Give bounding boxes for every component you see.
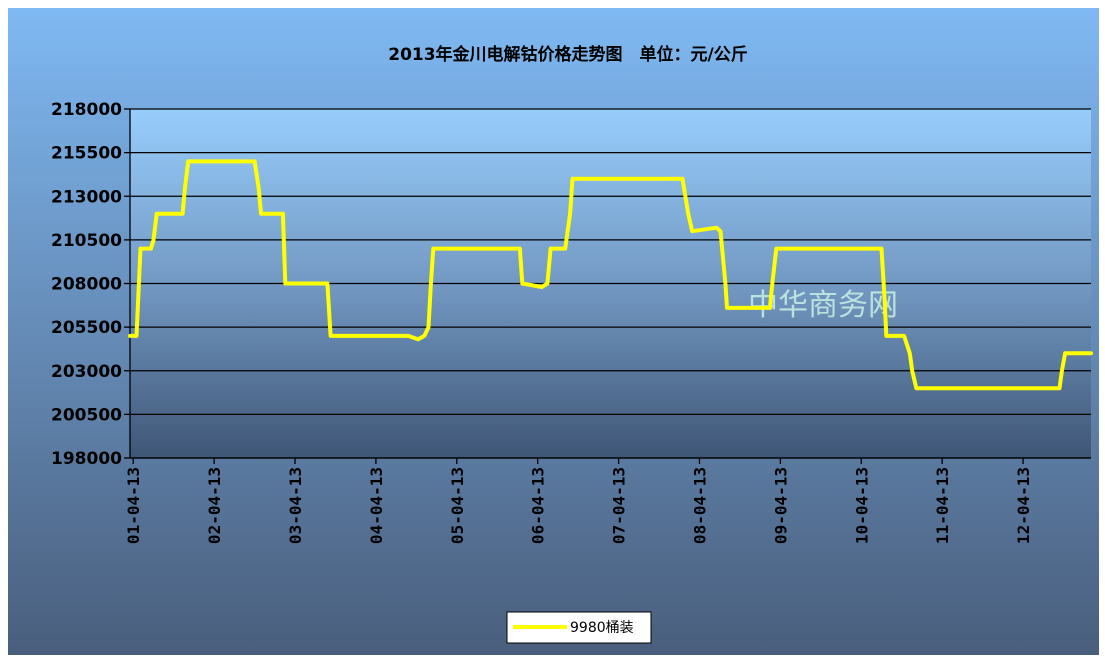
x-tick-label: 01-04-13 [124, 467, 143, 544]
y-tick-label: 205500 [51, 318, 122, 338]
y-axis-tick-labels: 198000 200500 203000 205500 208000 210500 2130… [51, 100, 122, 469]
x-tick-label: 07-04-13 [610, 467, 629, 544]
y-tick-label: 218000 [51, 100, 122, 120]
y-tick-label: 213000 [51, 187, 122, 207]
y-tick-label: 210500 [51, 231, 122, 251]
legend-label-9980: 9980桶装 [570, 620, 634, 636]
chart-svg: 198000 200500 203000 205500 208000 210500 2130… [8, 8, 1099, 655]
x-tick-label: 06-04-13 [529, 467, 548, 544]
y-tick-label: 203000 [51, 362, 122, 382]
x-tick-label: 03-04-13 [286, 467, 305, 544]
x-tick-label: 05-04-13 [448, 467, 467, 544]
x-tick-label: 09-04-13 [771, 467, 790, 544]
legend: 9980桶装 [506, 611, 652, 644]
x-tick-label: 10-04-13 [852, 467, 871, 544]
x-tick-label: 02-04-13 [205, 467, 224, 544]
x-tick-label: 11-04-13 [933, 467, 952, 544]
series-line-0 [128, 159, 1093, 391]
y-tick-label: 208000 [51, 275, 122, 295]
gridlines [124, 108, 1091, 464]
x-axis-tick-labels: 01-04-13 02-04-13 03-04-13 04-04-13 05-04-13… [124, 467, 1033, 544]
y-tick-label: 200500 [51, 405, 122, 425]
y-tick-label: 215500 [51, 144, 122, 164]
y-tick-label: 198000 [51, 449, 122, 469]
x-tick-label: 12-04-13 [1014, 467, 1033, 544]
series-lines [128, 159, 1093, 391]
x-tick-label: 08-04-13 [690, 467, 709, 544]
chart-title: 2013年金川电解钴价格走势图 单位：元/公斤 [388, 44, 748, 65]
x-tick-label: 04-04-13 [367, 467, 386, 544]
chart-container: 198000 200500 203000 205500 208000 210500 2130… [8, 8, 1099, 655]
